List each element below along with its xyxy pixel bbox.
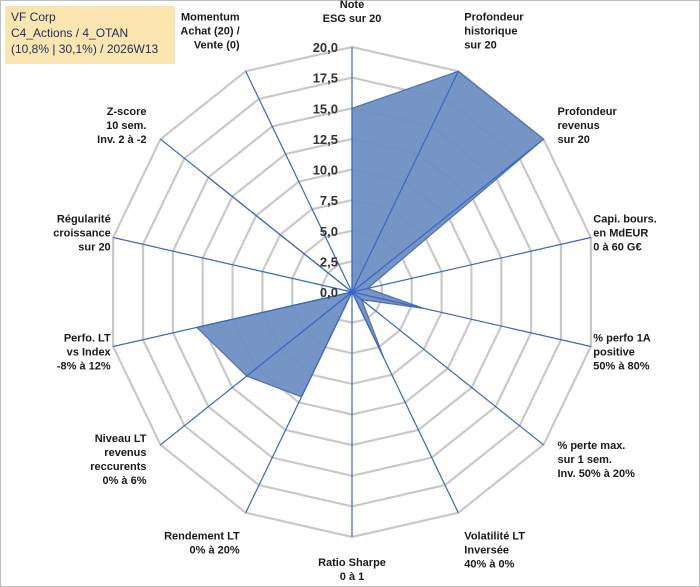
axis-spoke xyxy=(112,291,353,348)
axis-spoke xyxy=(160,291,353,446)
category-label: Profondeur revenus sur 20 xyxy=(558,106,618,146)
info-box: VF Corp C4_Actions / 4_OTAN (10,8% | 30,… xyxy=(5,6,175,64)
tick-label: 2,5 xyxy=(320,254,338,269)
category-label: Profondeur historique sur 20 xyxy=(464,12,524,52)
category-label: Ratio Sharpe 0 à 1 xyxy=(318,557,386,583)
axis-spoke xyxy=(351,71,459,293)
category-label: Rendement LT 0% à 20% xyxy=(164,531,240,557)
category-label: Niveau LT revenus reccurents 0% à 6% xyxy=(90,433,147,487)
category-path: C4_Actions / 4_OTAN xyxy=(11,26,129,40)
tick-label: 20,0 xyxy=(313,40,338,55)
tick-label: 7,5 xyxy=(320,193,338,208)
category-label: Z-score 10 sem. Inv. 2 à -2 xyxy=(97,106,146,146)
category-label: % perfo 1A positive 50% à 80% xyxy=(593,333,651,373)
category-label: Perfo. LT vs Index -8% à 12% xyxy=(57,333,112,373)
stats-period: (10,8% | 30,1%) / 2026W13 xyxy=(11,42,159,56)
category-label: Momentum Achat (20) / Vente (0) xyxy=(180,12,240,52)
category-label: % perte max. sur 1 sem. Inv. 50% à 20% xyxy=(558,440,636,480)
tick-label: 0,0 xyxy=(320,285,338,300)
axis-spoke xyxy=(245,71,353,293)
tick-label: 5,0 xyxy=(320,224,338,239)
axis-spoke xyxy=(351,236,592,293)
axis-spoke xyxy=(112,236,353,293)
category-label: Capi. bours. en MdEUR 0 à 60 G€ xyxy=(593,213,657,253)
tick-label: 10,0 xyxy=(313,163,338,178)
tick-label: 17,5 xyxy=(313,71,338,86)
axis-spoke xyxy=(351,291,592,348)
tick-label: 15,0 xyxy=(313,101,338,116)
category-label: Volatilité LT Inversée 40% à 0% xyxy=(464,531,525,571)
axis-spoke xyxy=(160,138,353,293)
tick-label: 12,5 xyxy=(313,132,338,147)
category-label: Régularité croissance sur 20 xyxy=(53,213,110,253)
company-name: VF Corp xyxy=(11,10,56,24)
axis-spoke xyxy=(351,138,544,293)
axis-spoke xyxy=(245,291,353,513)
axis-spoke xyxy=(351,291,544,446)
category-label: Note ESG sur 20 xyxy=(323,0,382,25)
axis-spoke xyxy=(351,291,459,513)
